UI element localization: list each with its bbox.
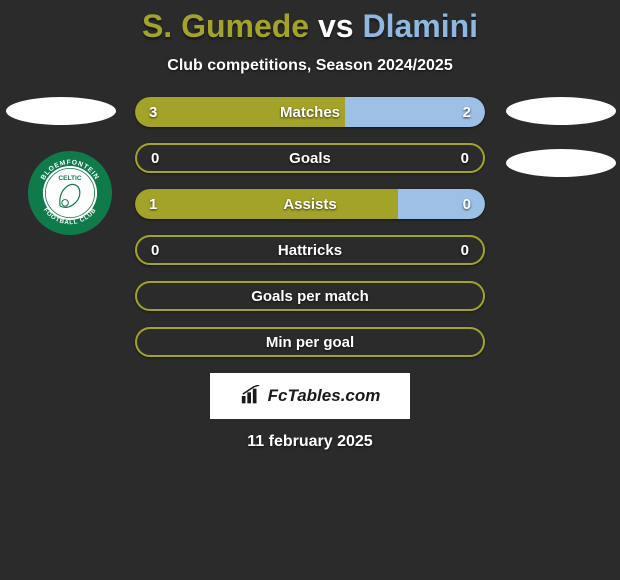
vs-separator: vs xyxy=(318,8,354,44)
stat-label: Goals per match xyxy=(137,283,483,309)
stat-row: 0 0Goals xyxy=(135,143,485,173)
stat-row: 0 0Hattricks xyxy=(135,235,485,265)
player2-name: Dlamini xyxy=(362,8,478,44)
stat-label: Goals xyxy=(137,145,483,171)
stat-value-right: 0 xyxy=(461,145,469,171)
stat-row: Min per goal xyxy=(135,327,485,357)
stat-row: Goals per match xyxy=(135,281,485,311)
stat-label: Hattricks xyxy=(137,237,483,263)
player2-placeholder-oval-1 xyxy=(506,97,616,125)
footer-date: 11 february 2025 xyxy=(0,433,620,451)
club-badge-svg: BLOEMFONTEIN FOOTBALL CLUB CELTIC xyxy=(29,152,111,234)
stat-seg-left xyxy=(135,189,398,219)
badge-center-graphic: CELTIC xyxy=(45,168,94,217)
stat-value-right: 2 xyxy=(463,97,471,127)
bars-icon xyxy=(240,385,262,407)
stat-label: Min per goal xyxy=(137,329,483,355)
stat-value-right: 0 xyxy=(461,237,469,263)
stat-value-left: 3 xyxy=(149,97,157,127)
stat-row: 10Assists xyxy=(135,189,485,219)
branding-box: FcTables.com xyxy=(210,373,410,419)
stat-seg-right xyxy=(398,189,486,219)
stat-value-right: 0 xyxy=(463,189,471,219)
club-badge: BLOEMFONTEIN FOOTBALL CLUB CELTIC xyxy=(28,151,112,235)
badge-center-text: CELTIC xyxy=(58,175,81,182)
player1-name: S. Gumede xyxy=(142,8,309,44)
stat-row: 32Matches xyxy=(135,97,485,127)
stat-value-left: 0 xyxy=(151,237,159,263)
stat-value-left: 0 xyxy=(151,145,159,171)
subtitle: Club competitions, Season 2024/2025 xyxy=(0,57,620,75)
stat-seg-left xyxy=(135,97,345,127)
comparison-infographic: S. Gumede vs Dlamini Club competitions, … xyxy=(0,0,620,451)
branding-text: FcTables.com xyxy=(268,386,381,406)
page-title: S. Gumede vs Dlamini xyxy=(0,0,620,45)
stat-value-left: 1 xyxy=(149,189,157,219)
player1-placeholder-oval xyxy=(6,97,116,125)
player2-placeholder-oval-2 xyxy=(506,149,616,177)
stats-area: BLOEMFONTEIN FOOTBALL CLUB CELTIC 32Matc… xyxy=(0,97,620,357)
